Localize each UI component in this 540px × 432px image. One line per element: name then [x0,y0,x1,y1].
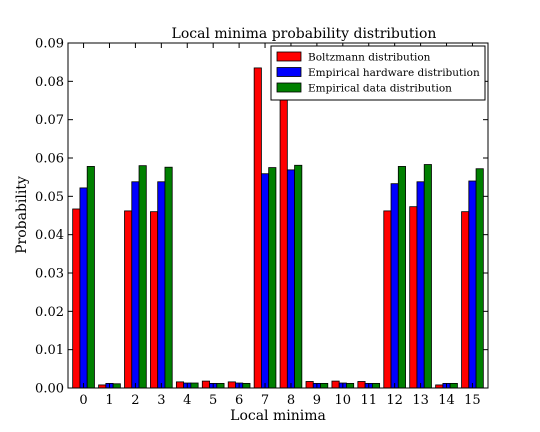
y-tick-label: 0.09 [35,37,64,52]
bar-s0-c9 [305,381,314,389]
x-tick-label: 0 [79,393,87,408]
bar-s2-c2 [138,165,147,389]
bar-s0-c10 [331,380,340,389]
y-tick-label: 0.01 [35,343,64,358]
bar-s1-c7 [261,173,270,389]
x-axis-label: Local minima [230,408,326,424]
bar-s2-c14 [449,382,458,389]
bar-s0-c15 [461,211,470,389]
bar-s2-c0 [86,166,95,389]
bar-s2-c7 [268,167,277,389]
y-tick-label: 0.04 [35,228,64,243]
plot-frame [67,42,489,389]
legend-swatch-2 [276,82,302,93]
bar-s2-c10 [346,382,355,389]
bar-s1-c2 [131,181,140,389]
legend-label-1: Empirical hardware distribution [308,67,480,79]
bar-s1-c3 [157,181,166,389]
y-axis-label: Probability [14,176,30,254]
bar-s0-c2 [124,210,133,389]
x-tick-label: 1 [105,393,113,408]
bar-s2-c12 [397,166,406,389]
bar-s2-c3 [164,166,173,389]
bar-s0-c6 [227,381,236,389]
chart-title: Local minima probability distribution [172,26,437,42]
bar-s2-c13 [423,164,432,389]
bar-s0-c12 [383,210,392,389]
x-tick-label: 10 [335,393,352,408]
legend-swatch-1 [276,67,302,77]
bar-s0-c11 [357,381,366,389]
bar-s0-c5 [201,380,210,389]
legend-label-2: Empirical data distribution [308,83,452,95]
y-tick-label: 0.08 [35,75,64,90]
y-axis: 0.00 0.01 0.02 0.03 0.04 0.05 0.06 0.07 0.08 0.09 [35,37,488,397]
bar-s1-c15 [468,180,477,389]
bar-s2-c5 [216,382,225,389]
x-tick-label: 5 [209,393,217,408]
x-tick-label: 13 [412,393,429,408]
bar-s1-c0 [79,187,88,389]
bar-s2-c4 [190,382,199,389]
bars-layer [72,67,484,389]
bar-s2-c9 [320,382,329,389]
x-tick-label: 2 [131,393,139,408]
y-tick-label: 0.07 [35,113,64,128]
y-tick-label: 0.06 [35,152,64,167]
legend: Boltzmann distribution Empirical hardware… [270,45,486,101]
x-tick-label: 4 [183,393,191,408]
bar-s0-c13 [409,206,418,389]
bar-s1-c8 [286,169,295,389]
bar-s0-c8 [279,67,288,389]
bar-s0-c7 [253,67,262,389]
x-tick-label: 6 [235,393,243,408]
bar-s1-c12 [390,183,399,389]
x-tick-label: 3 [157,393,165,408]
bar-s0-c4 [175,381,185,389]
y-tick-label: 0.05 [35,190,64,205]
bar-s2-c6 [242,382,251,389]
x-tick-label: 9 [313,393,321,408]
x-tick-label: 14 [438,393,455,408]
bar-s2-c1 [112,383,121,389]
bar-s1-c13 [416,181,425,389]
legend-swatch-0 [276,51,302,62]
bar-s0-c3 [150,211,159,389]
x-tick-label: 15 [464,393,481,408]
x-tick-label: 8 [287,393,295,408]
y-tick-label: 0.00 [35,382,64,397]
y-tick-label: 0.03 [35,267,64,282]
bar-s2-c11 [371,382,381,389]
bar-s2-c15 [475,168,484,389]
y-tick-label: 0.02 [35,305,64,320]
x-tick-label: 12 [386,393,403,408]
x-tick-label: 7 [261,393,269,408]
bar-s2-c8 [294,164,303,389]
bar-s0-c0 [72,208,81,389]
x-tick-label: 11 [360,393,377,408]
legend-box [270,45,486,101]
legend-label-0: Boltzmann distribution [308,52,431,64]
x-axis: 0 1 2 3 4 5 6 7 8 9 10 11 12 13 14 15 [79,43,481,408]
